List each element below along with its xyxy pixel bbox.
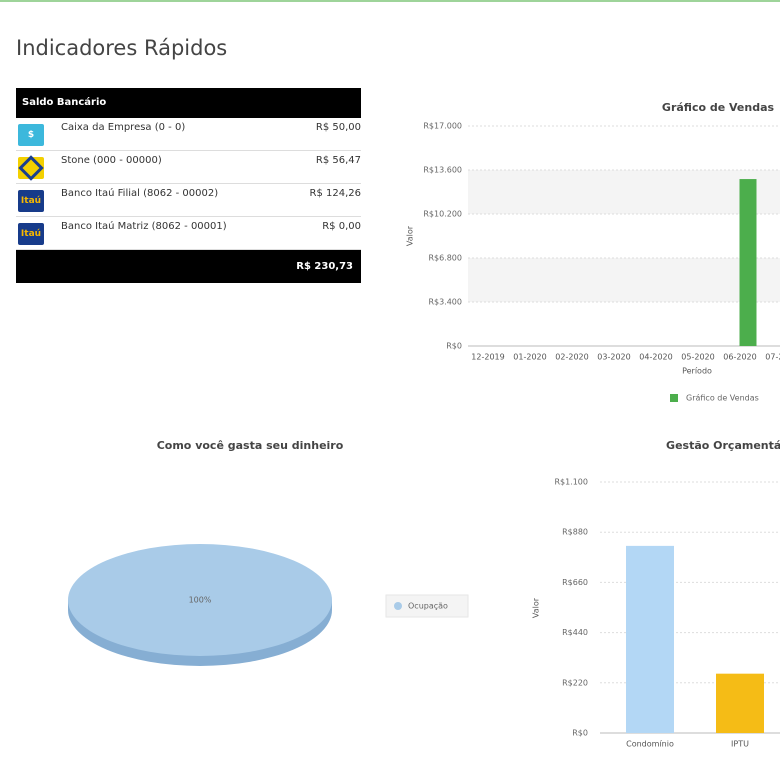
page-title: Indicadores Rápidos <box>16 36 228 60</box>
bank-icon: Itaú <box>18 223 44 245</box>
y-tick-label: R$6.800 <box>428 254 462 263</box>
y-tick-label: R$1.100 <box>554 478 588 487</box>
table-title: Saldo Bancário <box>16 88 361 118</box>
x-axis-label: Período <box>682 367 712 376</box>
bank-icon: Itaú <box>18 190 44 212</box>
y-tick-label: R$0 <box>572 729 588 738</box>
account-balance: R$ 0,00 <box>322 221 361 232</box>
legend-swatch <box>670 394 678 402</box>
x-tick-label: 02-2020 <box>555 353 588 362</box>
bank-icon: $ <box>18 124 44 146</box>
table-rows: $ Caixa da Empresa (0 - 0) R$ 50,00 Stone (… <box>16 118 361 250</box>
table-row: $ Caixa da Empresa (0 - 0) R$ 50,00 <box>16 118 361 151</box>
account-balance: R$ 56,47 <box>315 155 361 166</box>
legend-label: Ocupação <box>408 602 448 611</box>
account-name: Banco Itaú Filial (8062 - 00002) <box>61 188 219 199</box>
x-tick-label: 06-2020 <box>723 353 756 362</box>
pie-slice <box>68 544 332 656</box>
x-tick-label: 03-2020 <box>597 353 630 362</box>
bank-icon <box>18 155 44 181</box>
table-row: Itaú Banco Itaú Matriz (8062 - 00001) R$ 0… <box>16 217 361 250</box>
x-tick-label: Condomínio <box>626 740 674 749</box>
y-tick-label: R$10.200 <box>423 210 462 219</box>
legend-label: Gráfico de Vendas <box>686 394 759 403</box>
y-axis-label: Valor <box>532 597 541 618</box>
bar <box>626 545 674 733</box>
y-tick-label: R$660 <box>562 578 588 587</box>
table-total: R$ 230,73 <box>16 250 361 283</box>
x-tick-label: 12-2019 <box>471 353 504 362</box>
account-name: Stone (000 - 00000) <box>61 155 162 166</box>
bar <box>716 673 764 733</box>
chart-title: Gestão Orçamentária <box>666 439 780 452</box>
account-balance: R$ 50,00 <box>315 122 361 133</box>
grid-band <box>468 170 780 214</box>
x-tick-label: 01-2020 <box>513 353 546 362</box>
pie-value-label: 100% <box>189 596 212 605</box>
chart-title: Gráfico de Vendas <box>662 101 775 114</box>
account-name: Banco Itaú Matriz (8062 - 00001) <box>61 221 227 232</box>
x-tick-label: 05-2020 <box>681 353 714 362</box>
y-axis-label: Valor <box>406 225 415 246</box>
bank-table: Saldo Bancário $ Caixa da Empresa (0 - 0)… <box>16 88 361 283</box>
chart-title: Como você gasta seu dinheiro <box>157 439 344 452</box>
table-row: Stone (000 - 00000) R$ 56,47 <box>16 151 361 184</box>
x-tick-label: IPTU <box>731 740 749 749</box>
y-tick-label: R$3.400 <box>428 298 462 307</box>
table-row: Itaú Banco Itaú Filial (8062 - 00002) R$ 1… <box>16 184 361 217</box>
y-tick-label: R$0 <box>446 342 462 351</box>
bar <box>739 179 757 346</box>
legend-swatch <box>394 602 402 610</box>
x-tick-label: 07-2020 <box>765 353 780 362</box>
y-tick-label: R$17.000 <box>423 122 462 131</box>
grid-band <box>468 258 780 302</box>
y-tick-label: R$13.600 <box>423 166 462 175</box>
y-tick-label: R$220 <box>562 678 588 687</box>
y-tick-label: R$440 <box>562 628 588 637</box>
account-balance: R$ 124,26 <box>309 188 361 199</box>
x-tick-label: 04-2020 <box>639 353 672 362</box>
legend-box <box>385 594 469 618</box>
account-name: Caixa da Empresa (0 - 0) <box>61 122 186 133</box>
y-tick-label: R$880 <box>562 528 588 537</box>
